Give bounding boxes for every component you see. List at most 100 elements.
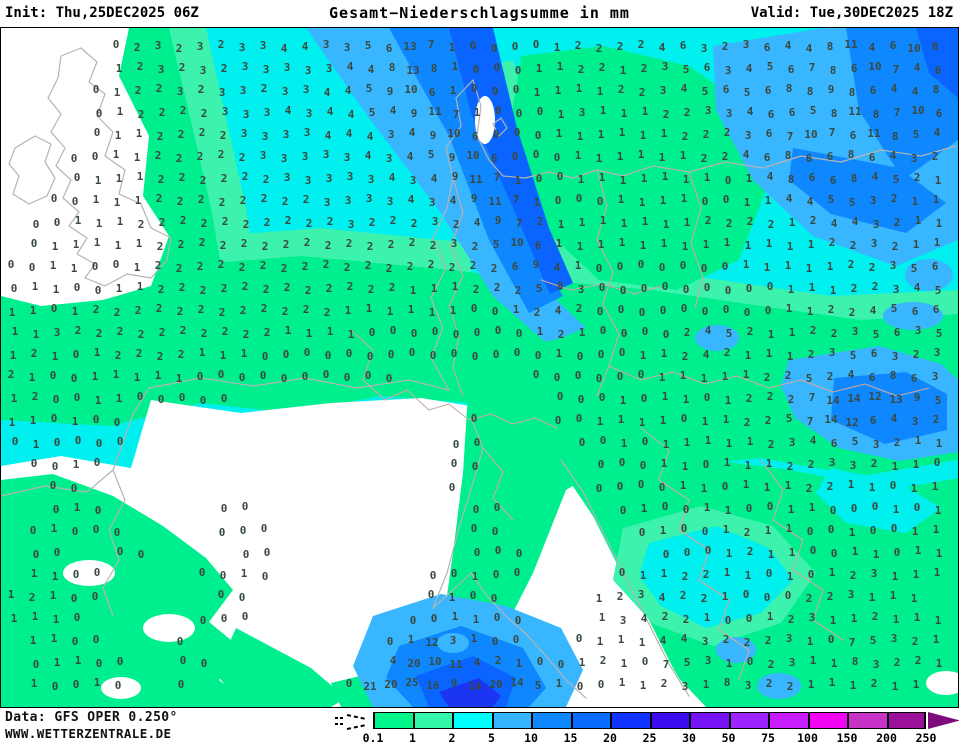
grid-value: 9 <box>827 83 835 96</box>
grid-value: 1 <box>596 635 604 648</box>
grid-value: 0 <box>595 262 603 275</box>
grid-value: 2 <box>262 283 270 296</box>
grid-value: 0 <box>597 348 605 361</box>
grid-value: 4 <box>326 105 334 118</box>
grid-value: 2 <box>574 39 582 52</box>
grid-value: 1 <box>113 86 121 99</box>
grid-value: 1 <box>660 457 668 470</box>
grid-value: 1 <box>830 657 838 670</box>
map-frame: 0 2 3 2 3 2 3 3 4 4 3 3 5 6 13 7 1 0 0 0 0 1 2 2 2 2 4 6 3 2 3 6 4 4 8 11 4 6… <box>0 27 959 708</box>
grid-value: 1 <box>745 172 753 185</box>
grid-value: 2 <box>137 108 145 121</box>
grid-value: 4 <box>280 42 288 55</box>
grid-value: 0 <box>871 500 879 513</box>
legend-label: 2 <box>448 731 456 745</box>
grid-value: 1 <box>116 105 124 118</box>
grid-value: 1 <box>8 306 16 319</box>
grid-value: 1 <box>198 346 206 359</box>
grid-value: 5 <box>869 634 877 647</box>
grid-value: 1 <box>639 569 647 582</box>
grid-value: 2 <box>345 237 353 250</box>
grid-value: 0 <box>809 544 817 557</box>
grid-value: 4 <box>680 632 688 645</box>
grid-value: 3 <box>259 149 267 162</box>
grid-value: 1 <box>115 172 123 185</box>
grid-value: 2 <box>218 306 226 319</box>
grid-value: 0 <box>766 280 774 293</box>
grid-value: 2 <box>154 259 162 272</box>
grid-value: 0 <box>137 548 145 561</box>
grid-value: 5 <box>851 435 859 448</box>
grid-value: 1 <box>786 350 794 363</box>
grid-value: 2 <box>704 214 712 227</box>
grid-value: 2 <box>830 327 838 340</box>
grid-value: 5 <box>365 82 373 95</box>
grid-value: 0 <box>492 568 500 581</box>
grid-value: 0 <box>470 82 478 95</box>
grid-value: 0 <box>220 392 228 405</box>
grid-value: 0 <box>473 546 481 559</box>
grid-value: 1 <box>680 192 688 205</box>
grid-value: 2 <box>448 261 456 274</box>
grid-value: 2 <box>200 327 208 340</box>
grid-value: 1 <box>554 84 562 97</box>
grid-value: 6 <box>935 107 943 120</box>
grid-value: 10 <box>804 128 818 141</box>
grid-value: 0 <box>576 680 584 693</box>
grid-value: 9 <box>448 151 456 164</box>
grid-value: 2 <box>494 654 502 667</box>
grid-value: 1 <box>912 238 920 251</box>
grid-value: 6 <box>849 129 857 142</box>
grid-value: 1 <box>616 150 624 163</box>
grid-value: 6 <box>764 84 772 97</box>
grid-value: 0 <box>511 150 519 163</box>
grid-value: 21 <box>363 680 377 693</box>
legend-label: 1 <box>409 731 416 745</box>
grid-value: 0 <box>553 371 561 384</box>
grid-value: 0 <box>450 457 458 470</box>
grid-value: 0 <box>724 284 732 297</box>
grid-value: 3 <box>218 86 226 99</box>
grid-value: 3 <box>367 173 375 186</box>
grid-value: 1 <box>344 304 352 317</box>
grid-value: 6 <box>868 371 876 384</box>
country-borders <box>350 169 930 681</box>
grid-value: 0 <box>597 678 605 691</box>
precip-balkan-patches <box>613 468 941 699</box>
grid-value: 5 <box>934 394 942 407</box>
legend-label: 15 <box>563 731 578 745</box>
grid-value: 2 <box>364 259 372 272</box>
grid-value: 1 <box>723 236 731 249</box>
grid-value: 2 <box>784 369 792 382</box>
grid-value: 1 <box>661 390 669 403</box>
grid-value: 2 <box>176 305 184 318</box>
grid-value: 1 <box>620 217 628 230</box>
grid-value: 1 <box>599 214 607 227</box>
grid-value: 2 <box>114 349 122 362</box>
grid-value: 0 <box>637 478 645 491</box>
grid-value: 8 <box>932 83 940 96</box>
grid-value: 3 <box>808 611 816 624</box>
trace-symbol-icon <box>335 714 367 730</box>
grid-value: 0 <box>493 611 501 624</box>
grid-value: 4 <box>389 104 397 117</box>
grid-value: 1 <box>784 259 792 272</box>
grid-value: 0 <box>659 304 667 317</box>
grid-value: 1 <box>347 328 355 341</box>
grid-value: 1 <box>807 238 815 251</box>
grid-value: 1 <box>515 657 523 670</box>
grid-value: 5 <box>364 39 372 52</box>
grid-value: 11 <box>428 105 442 118</box>
grid-value: 1 <box>555 677 563 690</box>
grid-value: 7 <box>493 171 501 184</box>
grid-value: 0 <box>619 284 627 297</box>
grid-value: 1 <box>407 633 415 646</box>
grid-value: 1 <box>619 174 627 187</box>
grid-value: 1 <box>703 171 711 184</box>
grid-value: 0 <box>10 282 18 295</box>
grid-value: 1 <box>574 149 582 162</box>
grid-value: 0 <box>116 435 124 448</box>
grid-value: 0 <box>721 480 729 493</box>
grid-value: 0 <box>701 195 709 208</box>
grid-value: 4 <box>344 84 352 97</box>
